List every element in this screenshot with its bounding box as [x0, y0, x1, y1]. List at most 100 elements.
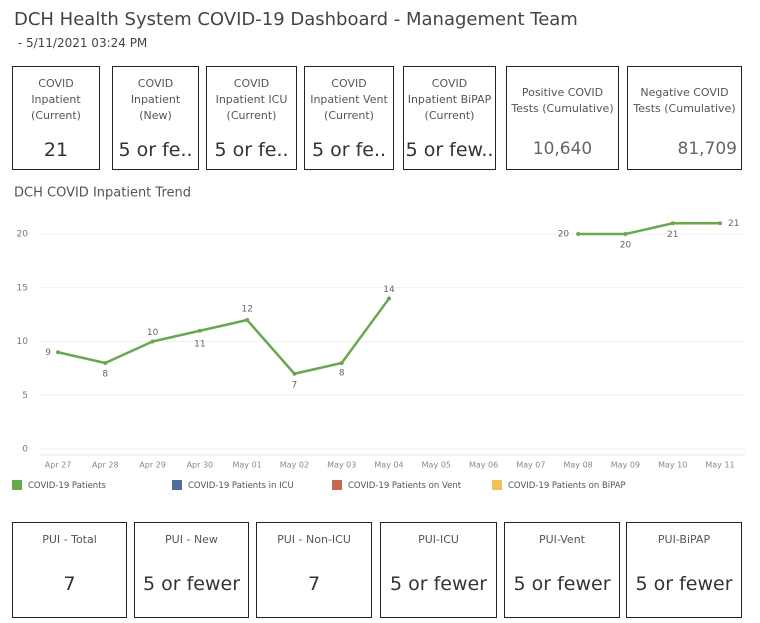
x-tick-label: May 04 [374, 461, 403, 470]
dashboard-title: DCH Health System COVID-19 Dashboard - M… [14, 9, 578, 30]
data-point [56, 350, 60, 355]
kpi-label-line: (Current) [424, 109, 475, 122]
data-point [150, 339, 155, 344]
y-tick-label: 5 [22, 391, 28, 401]
kpi-card: COVID Inpatient ICU (Current) 5 or fe.. [206, 66, 297, 170]
kpi-label: COVID Inpatient (Current) [13, 76, 99, 124]
pui-label: PUI - Total [42, 533, 97, 546]
data-label: 12 [241, 305, 252, 315]
kpi-label: Negative COVID Tests (Cumulative) [628, 85, 741, 117]
kpi-label-line: COVID [431, 77, 468, 90]
data-point [339, 361, 344, 366]
kpi-value: 5 or fe.. [311, 139, 387, 161]
pui-card: PUI - New 5 or fewer [134, 522, 249, 618]
kpi-card: COVID Inpatient Vent (Current) 5 or fe.. [304, 66, 394, 170]
data-point [670, 221, 675, 226]
kpi-label-line: Tests (Cumulative) [511, 102, 614, 115]
data-label: 11 [194, 340, 205, 350]
x-tick-label: May 07 [516, 461, 545, 470]
x-tick-label: Apr 29 [139, 461, 166, 470]
kpi-value: 5 or fe.. [118, 139, 193, 161]
y-tick-label: 10 [17, 337, 29, 347]
data-label: 20 [558, 230, 570, 240]
data-point [245, 318, 250, 323]
data-label: 20 [620, 241, 632, 251]
pui-label: PUI-ICU [418, 533, 459, 546]
data-label: 9 [45, 348, 51, 358]
kpi-label-line: COVID [233, 77, 270, 90]
kpi-card: COVID Inpatient (Current) 21 [12, 66, 100, 170]
x-tick-label: May 05 [422, 461, 451, 470]
kpi-label-line: Tests (Cumulative) [633, 102, 736, 115]
data-label: 21 [667, 230, 678, 240]
series-line [57, 222, 720, 376]
pui-label: PUI-Vent [539, 533, 585, 546]
pui-card: PUI - Total 7 [12, 522, 127, 618]
data-label: 8 [102, 370, 108, 380]
kpi-label-line: COVID [331, 77, 367, 90]
y-tick-label: 0 [22, 445, 28, 455]
x-tick-label: May 02 [280, 461, 309, 470]
kpi-value: 21 [43, 139, 69, 161]
legend-label: COVID-19 Patients in ICU [188, 481, 294, 491]
data-point [292, 371, 297, 376]
kpi-card: Positive COVID Tests (Cumulative) 10,640 [506, 66, 619, 170]
pui-card: PUI-Vent 5 or fewer [504, 522, 620, 618]
legend-label: COVID-19 Patients on BiPAP [508, 481, 626, 491]
data-label: 21 [728, 219, 739, 229]
kpi-label-line: Inpatient [31, 93, 81, 106]
kpi-label-line: Inpatient [130, 93, 181, 106]
x-tick-label: May 01 [233, 461, 262, 470]
pui-value: 7 [63, 573, 76, 595]
kpi-label-line: COVID [38, 77, 74, 90]
kpi-card: Negative COVID Tests (Cumulative) 81,709 [627, 66, 742, 170]
kpi-label-line: COVID [137, 77, 174, 90]
pui-value: 5 or fewer [142, 573, 241, 595]
data-point [576, 232, 581, 237]
kpi-label-line: (Current) [31, 109, 81, 122]
y-tick-label: 20 [17, 230, 29, 240]
kpi-card: COVID Inpatient (New) 5 or fe.. [112, 66, 199, 170]
dashboard-subtitle: - 5/11/2021 03:24 PM [14, 36, 148, 50]
kpi-label-line: Inpatient BiPAP [407, 93, 492, 106]
pui-label: PUI-BiPAP [657, 533, 711, 546]
y-tick-label: 15 [17, 283, 28, 293]
legend-swatch [332, 480, 342, 490]
kpi-label-line: (Current) [226, 109, 277, 122]
pui-value: 7 [307, 573, 321, 595]
kpi-value: 10,640 [532, 139, 593, 159]
kpi-label: COVID Inpatient BiPAP (Current) [404, 76, 495, 124]
pui-value: 5 or fewer [389, 573, 488, 595]
x-tick-label: May 08 [564, 461, 593, 470]
kpi-label: Positive COVID Tests (Cumulative) [507, 85, 618, 117]
data-label: 7 [292, 380, 298, 390]
pui-label: PUI - Non-ICU [277, 533, 351, 546]
pui-card: PUI - Non-ICU 7 [256, 522, 372, 618]
x-tick-label: Apr 30 [187, 461, 214, 470]
data-label: 10 [147, 328, 159, 338]
legend-label: COVID-19 Patients [28, 481, 107, 491]
legend-label: COVID-19 Patients on Vent [348, 481, 462, 491]
data-point [387, 296, 391, 301]
x-tick-label: Apr 28 [92, 461, 119, 470]
kpi-label-line: Positive COVID [521, 86, 604, 99]
kpi-card: COVID Inpatient BiPAP (Current) 5 or few.. [403, 66, 496, 170]
pui-label: PUI - New [165, 533, 218, 546]
pui-value: 5 or fewer [513, 573, 611, 595]
kpi-label-line: Negative COVID [640, 86, 729, 99]
kpi-label-line: Inpatient ICU [215, 93, 288, 106]
kpi-value: 5 or few.. [405, 139, 494, 161]
legend-swatch [12, 480, 22, 490]
x-tick-label: May 09 [611, 461, 640, 470]
data-label: 14 [383, 285, 395, 295]
x-tick-label: Apr 27 [45, 461, 72, 470]
x-tick-label: May 11 [705, 461, 734, 470]
data-point [103, 361, 108, 366]
x-tick-label: May 03 [327, 461, 356, 470]
pui-card: PUI-BiPAP 5 or fewer [626, 522, 742, 618]
kpi-label: COVID Inpatient (New) [113, 76, 198, 124]
kpi-label-line: (Current) [324, 109, 374, 122]
kpi-label-line: (New) [139, 109, 172, 122]
pui-value: 5 or fewer [635, 573, 733, 595]
